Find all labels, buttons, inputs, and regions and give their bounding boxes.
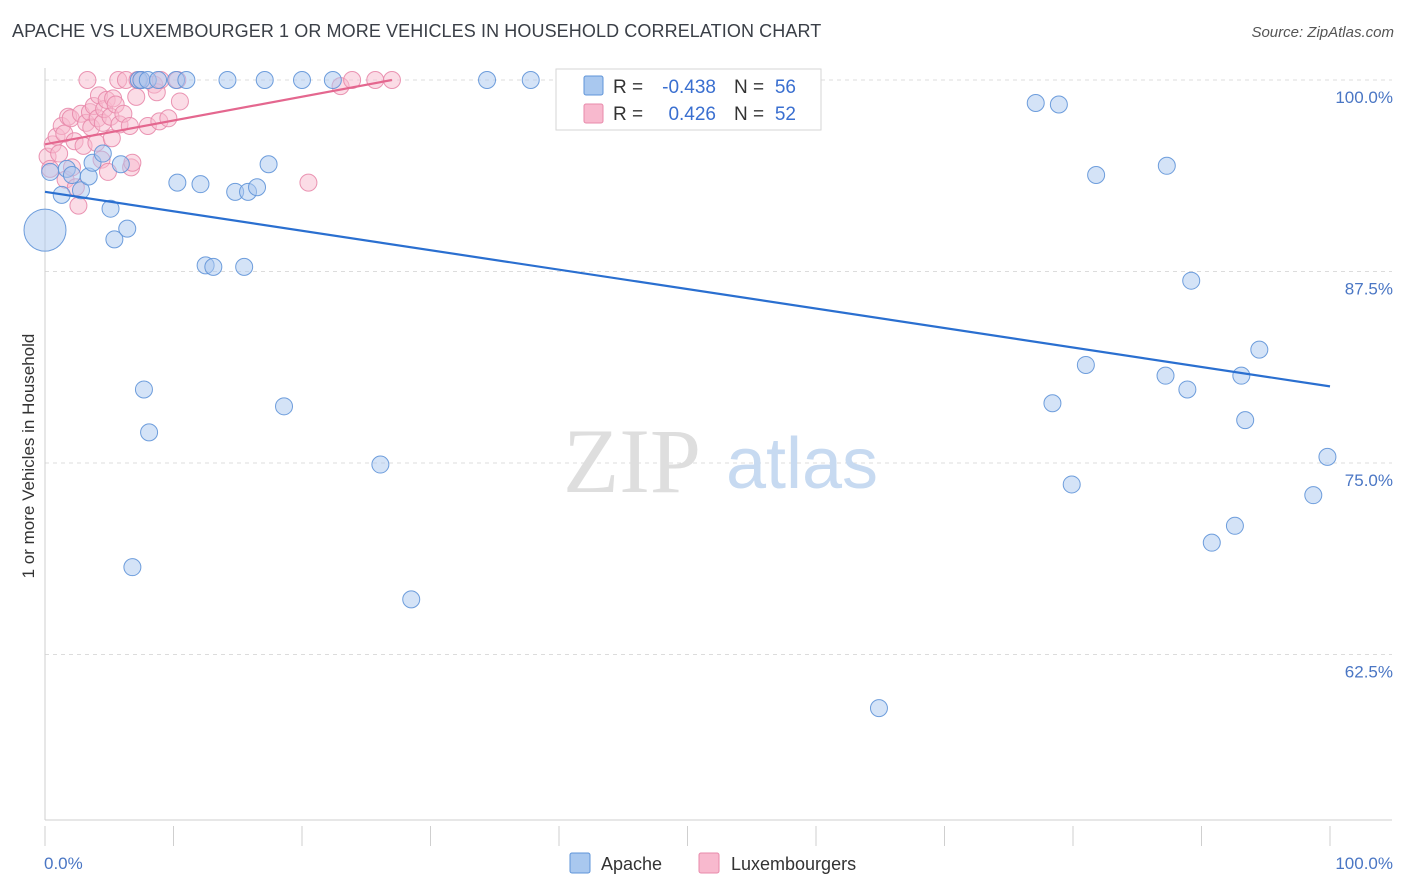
apache-point-39 [521, 71, 540, 89]
legend-r-label-luxembourgers: R = [613, 104, 643, 125]
bottom-legend-label-apache: Apache [601, 854, 662, 874]
apache-point-26 [218, 71, 237, 89]
y-tick-label-0: 100.0% [1335, 88, 1393, 107]
x-tick-label-0: 0.0% [44, 854, 83, 873]
apache-point-0 [23, 208, 67, 252]
apache-point-43 [1043, 394, 1062, 413]
apache-points [23, 71, 1337, 718]
bottom-legend: Apache Luxembourgers [569, 852, 856, 874]
top-legend: R = -0.438 N = 56 R = 0.426 N = 52 [555, 68, 822, 131]
luxembourgers-point-30 [102, 129, 121, 148]
apache-point-22 [177, 71, 196, 89]
apache-point-48 [1156, 366, 1175, 385]
trend-lines [44, 78, 1331, 388]
legend-n-value-apache: 56 [775, 77, 796, 98]
apache-point-53 [1225, 516, 1244, 535]
legend-r-value-apache: -0.438 [662, 77, 716, 98]
apache-point-56 [1250, 340, 1269, 359]
legend-n-value-luxembourgers: 52 [775, 104, 796, 125]
apache-point-9 [101, 199, 120, 218]
apache-point-50 [1178, 380, 1197, 399]
apache-point-54 [1232, 366, 1251, 385]
luxembourgers-point-37 [120, 116, 139, 135]
y-tick-label-1: 87.5% [1345, 280, 1393, 299]
bottom-legend-swatch-luxembourgers [698, 852, 720, 874]
apache-point-10 [105, 230, 124, 249]
apache-point-12 [118, 219, 137, 238]
apache-point-51 [1182, 271, 1201, 290]
apache-point-16 [134, 380, 153, 399]
y-tick-label-3: 62.5% [1345, 663, 1393, 682]
legend-n-label-luxembourgers: N = [734, 104, 764, 125]
apache-point-41 [869, 699, 888, 718]
luxembourgers-point-4 [50, 144, 69, 163]
luxembourgers-point-51 [299, 173, 318, 192]
luxembourgers-point-54 [366, 71, 385, 89]
apache-point-45 [1062, 475, 1081, 494]
bottom-legend-swatch-apache [569, 852, 591, 874]
apache-point-31 [255, 71, 274, 89]
apache-trend-line [44, 190, 1331, 388]
apache-point-38 [478, 71, 497, 89]
apache-point-52 [1202, 533, 1221, 552]
watermark: ZIP atlas [563, 410, 878, 512]
luxembourgers-point-17 [78, 71, 97, 89]
apache-point-57 [1304, 486, 1323, 505]
apache-point-58 [1318, 447, 1337, 466]
apache-point-19 [149, 71, 168, 89]
apache-point-30 [248, 178, 267, 197]
grid-lines [45, 79, 1392, 655]
luxembourgers-point-13 [69, 196, 88, 215]
bottom-legend-label-luxembourgers: Luxembourgers [731, 854, 856, 874]
apache-point-5 [71, 181, 90, 200]
luxembourgers-points [38, 71, 401, 215]
apache-point-18 [140, 423, 159, 442]
x-tick-label-1: 100.0% [1335, 854, 1393, 873]
apache-point-28 [235, 257, 254, 276]
apache-point-32 [259, 155, 278, 174]
axes [44, 68, 1392, 846]
apache-point-4 [62, 165, 81, 184]
legend-swatch-luxembourgers [583, 103, 604, 124]
legend-swatch-apache [583, 75, 604, 96]
apache-point-21 [168, 173, 187, 192]
apache-point-37 [402, 590, 421, 609]
apache-point-23 [191, 175, 210, 194]
apache-point-44 [1049, 95, 1068, 114]
luxembourgers-trend-line [44, 78, 393, 146]
x-tick-labels: 0.0% 100.0% [44, 854, 1393, 873]
luxembourgers-point-48 [159, 109, 178, 128]
y-tick-labels: 100.0% 87.5% 75.0% 62.5% [1335, 88, 1393, 682]
luxembourgers-point-40 [127, 87, 146, 106]
apache-point-35 [323, 71, 342, 89]
apache-point-8 [93, 144, 112, 163]
watermark-zip: ZIP [563, 410, 701, 512]
apache-point-33 [275, 397, 294, 416]
apache-point-47 [1087, 165, 1106, 184]
apache-point-13 [123, 558, 142, 577]
apache-point-55 [1236, 411, 1255, 430]
apache-point-49 [1157, 156, 1176, 175]
apache-point-36 [371, 455, 390, 474]
y-tick-label-2: 75.0% [1345, 471, 1393, 490]
apache-point-46 [1076, 355, 1095, 374]
apache-point-11 [111, 155, 130, 174]
legend-n-label-apache: N = [734, 77, 764, 98]
apache-point-34 [293, 71, 311, 89]
y-axis-title: 1 or more Vehicles in Household [19, 334, 38, 579]
apache-point-42 [1026, 93, 1045, 112]
luxembourgers-point-50 [170, 92, 189, 111]
chart-title: APACHE VS LUXEMBOURGER 1 OR MORE VEHICLE… [12, 21, 822, 41]
legend-r-label-apache: R = [613, 77, 643, 98]
chart-source: Source: ZipAtlas.com [1251, 24, 1394, 41]
apache-point-25 [204, 257, 223, 276]
apache-point-1 [41, 162, 60, 181]
legend-r-value-luxembourgers: 0.426 [668, 104, 716, 125]
watermark-atlas: atlas [726, 424, 878, 504]
